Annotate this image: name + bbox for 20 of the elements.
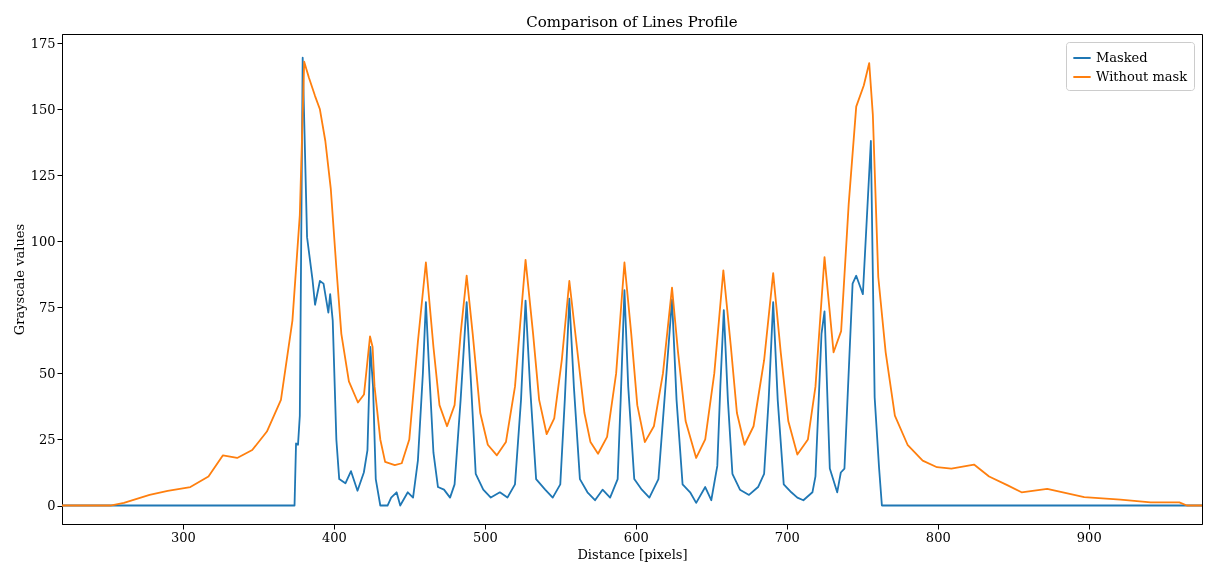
x-tick-label: 500 xyxy=(472,529,498,545)
x-tick-label: 600 xyxy=(623,529,649,545)
y-tick-label: 175 xyxy=(30,35,56,51)
x-tick-label: 400 xyxy=(321,529,347,545)
y-tick-label: 150 xyxy=(30,101,56,117)
y-tick-label: 125 xyxy=(30,167,56,183)
x-axis-title: Distance [pixels] xyxy=(577,546,688,562)
legend-label: Without mask xyxy=(1096,69,1188,84)
y-tick-label: 0 xyxy=(47,498,56,514)
y-axis-title: Grayscale values xyxy=(11,223,27,336)
x-tick-label: 800 xyxy=(925,529,951,545)
x-tick-label: 700 xyxy=(774,529,800,545)
y-tick-label: 100 xyxy=(30,233,56,249)
y-tick-label: 50 xyxy=(38,365,56,381)
chart-title: Comparison of Lines Profile xyxy=(526,13,738,31)
x-tick-label: 900 xyxy=(1076,529,1102,545)
x-tick-label: 300 xyxy=(170,529,196,545)
legend-label: Masked xyxy=(1096,50,1148,65)
y-tick-label: 25 xyxy=(38,431,56,447)
y-tick-label: 75 xyxy=(38,299,56,315)
